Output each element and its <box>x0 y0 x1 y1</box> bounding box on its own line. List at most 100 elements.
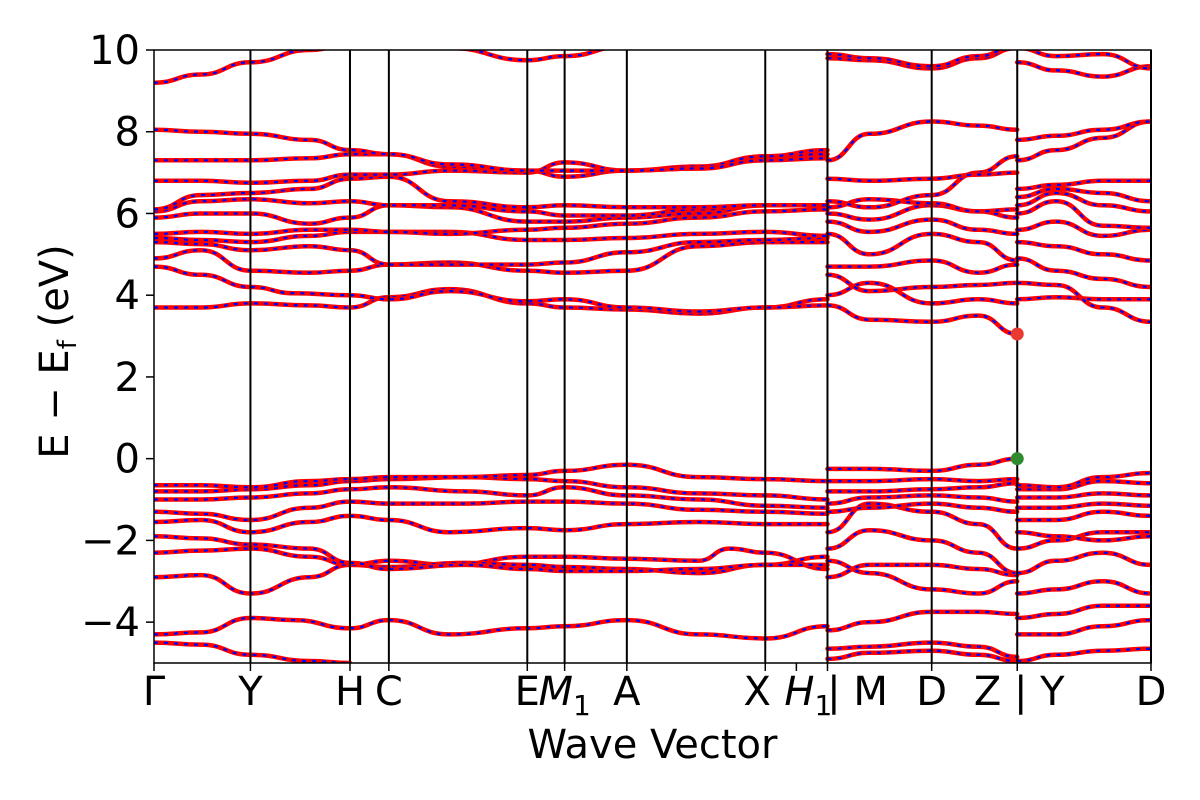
band-line-blue-dashed <box>1017 120 1151 162</box>
band-line <box>154 499 830 523</box>
x-tick-label: Y <box>237 669 263 715</box>
band-line-red <box>154 546 830 596</box>
y-tick-label: 4 <box>115 273 140 319</box>
x-tick-label: D <box>1136 669 1167 715</box>
y-axis: −4 −2 0 2 4 6 8 10 <box>81 28 154 646</box>
band-line <box>154 640 353 663</box>
band-line-blue-dashed <box>154 236 828 266</box>
band-line <box>1014 219 1151 239</box>
band-line <box>825 50 1006 69</box>
band-line-blue-dashed <box>154 616 828 640</box>
band-line <box>448 50 608 63</box>
band-line-red <box>825 119 1020 163</box>
band-line <box>1014 119 1151 143</box>
band-line-blue-dashed <box>827 304 1018 336</box>
band-line <box>1014 501 1151 510</box>
band-line-blue-dashed <box>1017 580 1151 595</box>
y-axis-label: E − Ef (eV) <box>32 244 83 459</box>
x-tick-label-sub: 1 <box>814 689 832 722</box>
band-line <box>1014 470 1151 490</box>
band-line-blue-dashed <box>827 273 1018 293</box>
band-line-blue-dashed <box>154 265 828 313</box>
band-line <box>825 648 1020 663</box>
band-line-blue-dashed <box>1026 50 1151 70</box>
band-line-blue-dashed <box>1017 257 1151 289</box>
band-line-blue-dashed <box>154 514 828 534</box>
band-line-blue-dashed <box>1017 510 1151 522</box>
band-line <box>1014 646 1151 663</box>
band-line <box>1014 186 1151 204</box>
band-line <box>1014 491 1151 500</box>
x-axis-label: Wave Vector <box>528 722 779 768</box>
band-line <box>825 456 1020 474</box>
band-line-red <box>825 231 1020 263</box>
band-line <box>825 609 1020 633</box>
band-line-blue-dashed <box>1017 61 1151 78</box>
band-line-blue-dashed <box>827 218 1018 235</box>
x-tick-label: X <box>744 669 771 715</box>
band-line-blue-dashed <box>1017 179 1151 190</box>
band-line-red <box>154 499 830 523</box>
y-axis-label-main: E − E <box>32 349 78 459</box>
band-line-blue-dashed <box>827 171 1018 182</box>
x-tick-label: H <box>335 669 365 715</box>
high-symmetry-lines <box>249 50 1152 663</box>
x-tick-label: Γ <box>143 669 166 715</box>
band-line-blue-dashed <box>1017 619 1151 636</box>
band-line <box>1014 280 1151 325</box>
band-line-blue-dashed <box>1017 604 1151 620</box>
x-tick-label: H1 <box>784 669 832 722</box>
x-tick-label: D <box>916 669 947 715</box>
band-line-red <box>825 609 1020 633</box>
band-line-blue-dashed <box>827 502 1018 513</box>
x-tick-label-main: M <box>538 669 573 715</box>
band-line-red <box>448 50 608 63</box>
band-line-blue-dashed <box>827 641 1018 658</box>
band-line <box>825 170 1020 184</box>
band-line <box>154 239 830 275</box>
y-tick-label: 0 <box>115 437 140 483</box>
x-tick-label: A <box>613 669 641 715</box>
band-line <box>154 546 830 596</box>
band-line <box>1014 579 1151 596</box>
band-line <box>825 119 1020 163</box>
band-line <box>825 217 1020 237</box>
x-tick-label: E <box>515 669 540 715</box>
y-tick-label: 2 <box>115 355 140 401</box>
band-line <box>825 303 1020 337</box>
band-line-blue-dashed <box>827 610 1018 632</box>
band-line <box>825 231 1020 263</box>
band-line-blue-dashed <box>827 563 1018 579</box>
band-line-blue-dashed <box>1017 220 1151 238</box>
band-line <box>154 513 830 535</box>
band-line <box>154 462 830 490</box>
band-line <box>1014 550 1151 576</box>
band-line <box>154 264 830 314</box>
y-tick-label: −4 <box>81 600 140 646</box>
band-line-blue-dashed <box>154 641 351 663</box>
band-line <box>1014 256 1151 290</box>
band-line <box>825 476 1020 484</box>
band-line-red <box>154 127 830 173</box>
band-line-blue-dashed <box>827 482 1018 493</box>
y-tick-label: −2 <box>81 518 140 564</box>
band-line <box>1014 239 1151 263</box>
band-line-blue-dashed <box>827 494 1018 505</box>
band-line <box>1014 478 1151 492</box>
plot-frame <box>153 49 1152 664</box>
band-line-blue-dashed <box>1017 551 1151 575</box>
band-line-red <box>154 462 830 490</box>
band-line-red <box>1014 617 1151 637</box>
x-tick-label-main: H <box>784 669 814 715</box>
y-tick-label: 6 <box>115 191 140 237</box>
band-line-blue-dashed <box>154 486 828 509</box>
band-line-blue-dashed <box>1017 120 1151 141</box>
band-line <box>1014 603 1151 621</box>
cbm-marker <box>1010 327 1024 341</box>
bands-layer <box>154 50 1151 663</box>
band-line <box>1014 60 1151 79</box>
band-line-red <box>154 239 830 275</box>
band-line <box>825 258 1020 275</box>
band-line-blue-dashed <box>1017 647 1151 663</box>
